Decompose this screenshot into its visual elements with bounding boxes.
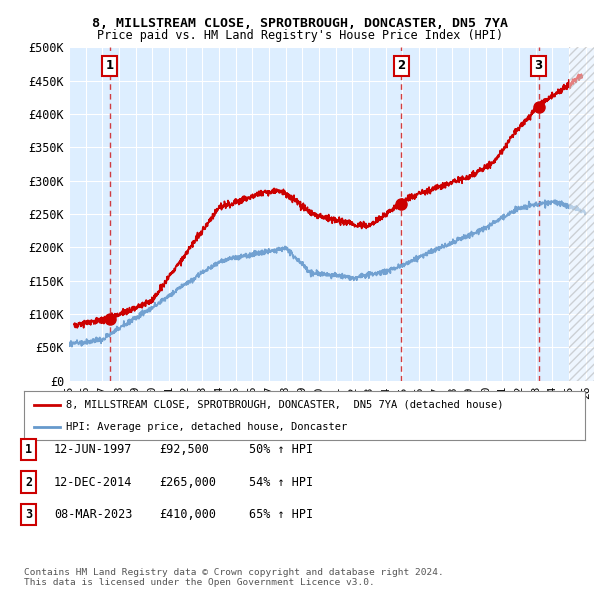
Text: 2: 2 bbox=[397, 60, 406, 73]
Text: Price paid vs. HM Land Registry's House Price Index (HPI): Price paid vs. HM Land Registry's House … bbox=[97, 29, 503, 42]
Text: 65% ↑ HPI: 65% ↑ HPI bbox=[249, 508, 313, 521]
Bar bbox=[569, 47, 594, 381]
Text: £92,500: £92,500 bbox=[159, 443, 209, 456]
Text: 12-JUN-1997: 12-JUN-1997 bbox=[54, 443, 133, 456]
Text: 3: 3 bbox=[535, 60, 543, 73]
Text: 12-DEC-2014: 12-DEC-2014 bbox=[54, 476, 133, 489]
Text: 3: 3 bbox=[25, 508, 32, 521]
Text: HPI: Average price, detached house, Doncaster: HPI: Average price, detached house, Donc… bbox=[66, 422, 347, 432]
Text: 8, MILLSTREAM CLOSE, SPROTBROUGH, DONCASTER,  DN5 7YA (detached house): 8, MILLSTREAM CLOSE, SPROTBROUGH, DONCAS… bbox=[66, 399, 503, 409]
Text: 54% ↑ HPI: 54% ↑ HPI bbox=[249, 476, 313, 489]
Text: 50% ↑ HPI: 50% ↑ HPI bbox=[249, 443, 313, 456]
Text: Contains HM Land Registry data © Crown copyright and database right 2024.
This d: Contains HM Land Registry data © Crown c… bbox=[24, 568, 444, 587]
Text: £410,000: £410,000 bbox=[159, 508, 216, 521]
Text: 2: 2 bbox=[25, 476, 32, 489]
Text: £265,000: £265,000 bbox=[159, 476, 216, 489]
Text: 8, MILLSTREAM CLOSE, SPROTBROUGH, DONCASTER, DN5 7YA: 8, MILLSTREAM CLOSE, SPROTBROUGH, DONCAS… bbox=[92, 17, 508, 30]
Text: 1: 1 bbox=[106, 60, 114, 73]
Text: 08-MAR-2023: 08-MAR-2023 bbox=[54, 508, 133, 521]
Text: 1: 1 bbox=[25, 443, 32, 456]
